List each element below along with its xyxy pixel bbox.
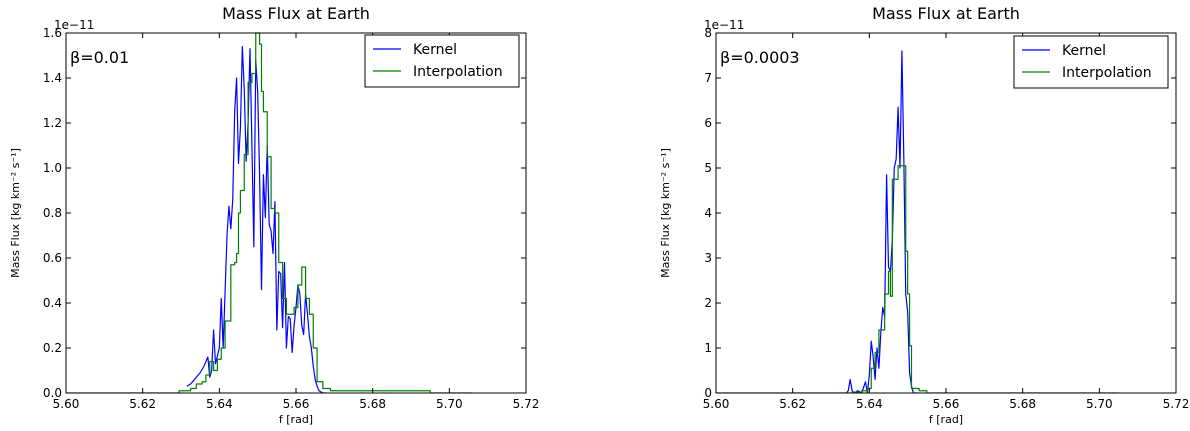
y-tick-label: 3 (704, 251, 712, 265)
x-axis-label: f [rad] (279, 413, 313, 426)
y-tick-label: 0.6 (43, 251, 62, 265)
y-tick-label: 1.2 (43, 116, 62, 130)
legend-box (1013, 35, 1169, 89)
beta-annotation: β=0.01 (70, 48, 129, 67)
y-tick-label: 0.2 (43, 341, 62, 355)
chart-panel-2: Mass Flux at Earth 5.60 5.62 5.64 5.66 5.68 5.… (659, 4, 1189, 426)
y-tick-label: 0.4 (43, 296, 62, 310)
chart-panel-1: Mass Flux at Earth 5.60 5.62 5.64 5.66 5.68 5.… (9, 4, 539, 426)
x-tick-label: 5.60 (53, 397, 80, 411)
y-tick-label: 0.0 (43, 386, 62, 400)
y-tick-label: 1 (704, 341, 712, 355)
legend-label-kernel: Kernel (1062, 43, 1106, 59)
series-line-interpolation (716, 165, 1119, 393)
series-line-kernel (845, 50, 920, 393)
x-tick-label: 5.64 (206, 397, 233, 411)
y-tick-label: 8 (704, 26, 712, 40)
y-tick-label: 0 (704, 386, 712, 400)
y-tick-label: 5 (704, 161, 712, 175)
y-scale-label: 1e−11 (704, 18, 744, 32)
series-line-kernel (186, 45, 327, 393)
legend-box (364, 34, 520, 88)
x-tick-label: 5.66 (283, 397, 310, 411)
y-tick-label: 6 (704, 116, 712, 130)
y-scale-label: 1e−11 (54, 18, 94, 32)
y-tick-label: 1.0 (43, 161, 62, 175)
x-axis-label: f [rad] (929, 413, 963, 426)
y-tick-label: 4 (704, 206, 712, 220)
beta-annotation: β=0.0003 (720, 48, 800, 67)
legend-label-interpolation: Interpolation (1062, 65, 1152, 81)
x-tick-label: 5.72 (1163, 397, 1190, 411)
legend: Kernel Interpolation (1013, 35, 1169, 89)
y-tick-label: 1.4 (43, 71, 62, 85)
x-tick-label: 5.68 (1009, 397, 1036, 411)
x-tick-label: 5.60 (703, 397, 730, 411)
x-tick-label: 5.72 (513, 397, 540, 411)
chart-title: Mass Flux at Earth (872, 4, 1020, 23)
x-tick-label: 5.62 (779, 397, 806, 411)
x-tick-label: 5.70 (436, 397, 463, 411)
y-tick-label: 1.6 (43, 26, 62, 40)
x-tick-label: 5.66 (933, 397, 960, 411)
x-tick-label: 5.62 (129, 397, 156, 411)
legend: Kernel Interpolation (364, 34, 520, 88)
x-tick-label: 5.64 (856, 397, 883, 411)
y-tick-label: 2 (704, 296, 712, 310)
y-axis-label: Mass Flux [kg km⁻² s⁻¹] (659, 148, 672, 278)
x-tick-label: 5.70 (1086, 397, 1113, 411)
y-axis-label: Mass Flux [kg km⁻² s⁻¹] (9, 148, 22, 278)
legend-label-interpolation: Interpolation (413, 64, 503, 80)
y-tick-label: 7 (704, 71, 712, 85)
x-tick-label: 5.68 (359, 397, 386, 411)
legend-label-kernel: Kernel (413, 42, 457, 58)
chart-title: Mass Flux at Earth (222, 4, 370, 23)
y-tick-label: 0.8 (43, 206, 62, 220)
